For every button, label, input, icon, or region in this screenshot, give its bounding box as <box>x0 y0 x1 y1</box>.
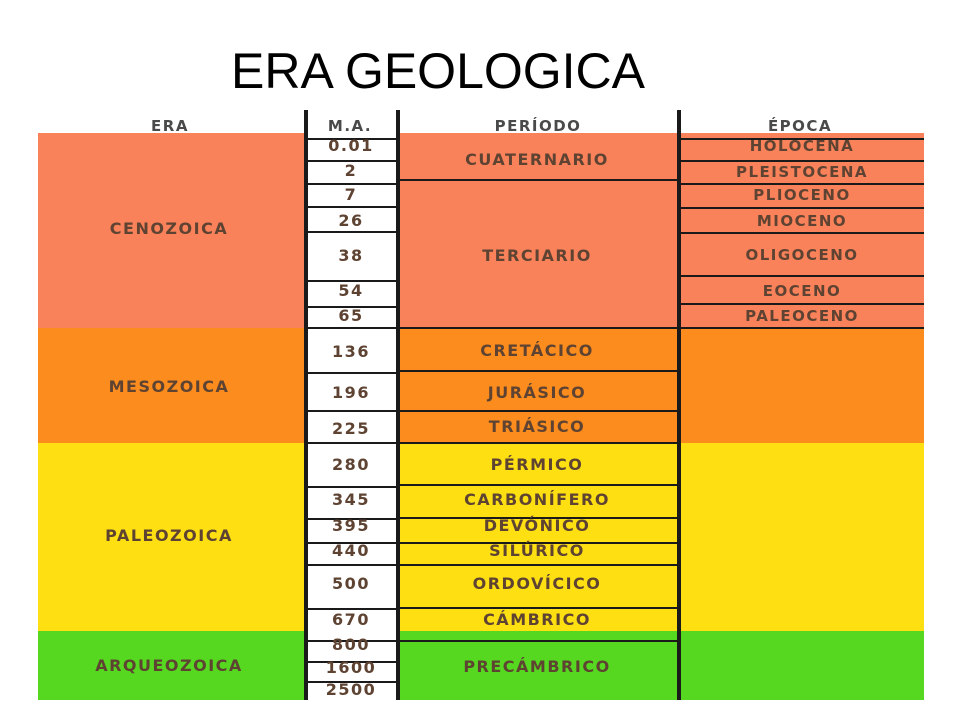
ma-value: 38 <box>338 246 363 265</box>
period-label: ORDOVÍCICO <box>473 574 602 593</box>
ma-value: 2500 <box>326 680 377 699</box>
geologic-table-graphic: ERA M.A. PERÍODO ÉPOCA CENOZOICA MESOZOI… <box>38 110 924 700</box>
header-era: ERA <box>151 117 189 135</box>
era-band-mesozoica <box>38 328 924 443</box>
period-label: CARBONÍFERO <box>464 490 610 509</box>
ma-value: 1600 <box>326 658 377 677</box>
era-band-paleozoica <box>38 443 924 631</box>
ma-value: 136 <box>332 342 370 361</box>
ma-value: 800 <box>332 635 370 654</box>
era-label: MESOZOICA <box>109 377 230 396</box>
epoch-label: PLEISTOCENA <box>736 163 868 181</box>
era-label: ARQUEOZOICA <box>95 656 243 675</box>
ma-value: 500 <box>332 574 370 593</box>
header-periodo: PERÍODO <box>495 116 582 135</box>
era-label: PALEOZOICA <box>105 526 233 545</box>
period-label: DEVÓNICO <box>484 516 591 535</box>
period-label: CRETÁCICO <box>480 341 594 360</box>
header-band <box>38 110 924 133</box>
ma-value: 280 <box>332 455 370 474</box>
epoch-label: HOLOCENA <box>750 137 855 155</box>
era-label: CENOZOICA <box>110 219 228 238</box>
epoch-label: PALEOCENO <box>745 307 859 325</box>
ma-value: 345 <box>332 490 370 509</box>
epoch-label: OLIGOCENO <box>745 246 858 264</box>
ma-value: 0.01 <box>328 136 373 155</box>
ma-value: 7 <box>345 185 358 204</box>
period-label: PÉRMICO <box>491 455 584 474</box>
ma-value: 670 <box>332 610 370 629</box>
ma-value: 196 <box>332 383 370 402</box>
slide-title: ERA GEOLOGICA <box>231 43 646 99</box>
ma-value: 54 <box>338 281 363 300</box>
ma-value: 2 <box>345 161 358 180</box>
ma-value: 225 <box>332 419 370 438</box>
era-band-arqueozoica <box>38 631 924 700</box>
epoch-label: EOCENO <box>763 282 842 300</box>
period-label: CÁMBRICO <box>483 610 591 629</box>
period-label: JURÁSICO <box>487 383 586 402</box>
ma-value: 26 <box>338 211 363 230</box>
geologic-time-table: ERA M.A. PERÍODO ÉPOCA CENOZOICA MESOZOI… <box>38 110 924 700</box>
header-epoca: ÉPOCA <box>768 116 832 135</box>
header-ma: M.A. <box>328 117 372 135</box>
era-band-cenozoica <box>38 133 924 328</box>
period-label: SILÚRICO <box>489 541 585 560</box>
ma-value: 440 <box>332 541 370 560</box>
period-label: TERCIARIO <box>482 246 592 265</box>
period-label: CUATERNARIO <box>465 150 609 169</box>
period-label: PRECÁMBRICO <box>463 657 610 676</box>
table-rules <box>304 110 924 700</box>
epoch-label: PLIOCENO <box>753 186 850 204</box>
period-label: TRIÁSICO <box>489 417 585 436</box>
ma-value: 395 <box>332 516 370 535</box>
epoch-label: MIOCENO <box>757 212 847 230</box>
ma-column <box>308 110 396 700</box>
ma-value: 65 <box>338 306 363 325</box>
